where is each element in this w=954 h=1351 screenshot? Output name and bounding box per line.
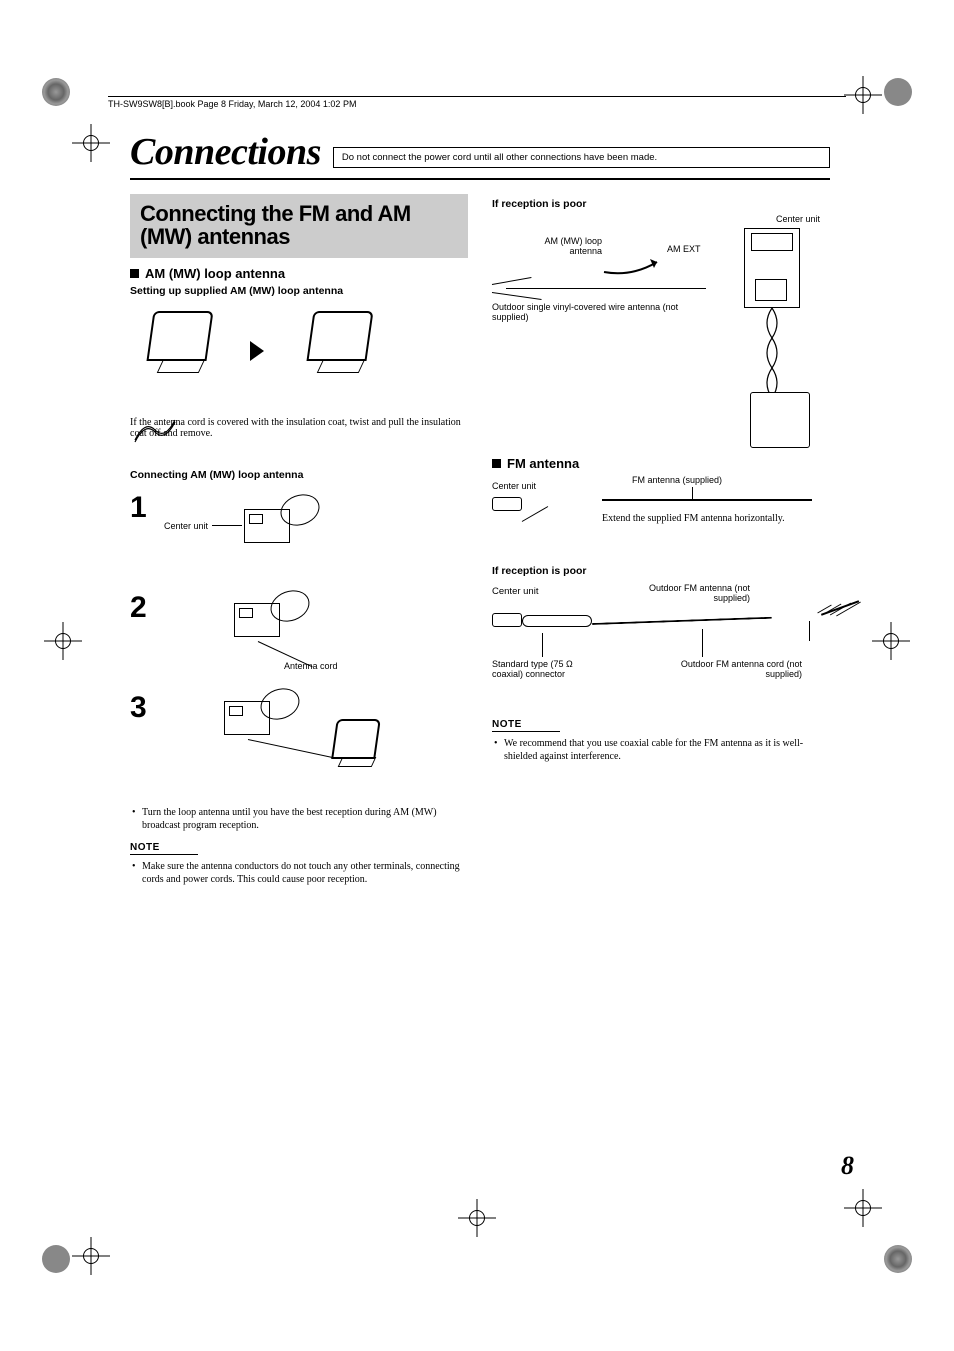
registration-mark xyxy=(50,628,76,654)
coax-plug-icon xyxy=(522,615,592,627)
note-heading: NOTE xyxy=(492,719,830,732)
note-heading: NOTE xyxy=(130,842,468,855)
subheading-am-loop: AM (MW) loop antenna xyxy=(130,266,468,281)
registration-mark xyxy=(878,628,904,654)
figure-am-poor-reception: Center unit AM (MW) loop antenna AM EXT … xyxy=(492,214,830,444)
step-number: 2 xyxy=(130,591,152,625)
crop-mark xyxy=(42,78,70,106)
figure-step-2: Antenna cord xyxy=(164,591,468,681)
connecting-heading: Connecting AM (MW) loop antenna xyxy=(130,469,468,481)
antenna-base-icon xyxy=(157,359,206,373)
figure-am-loop-setup xyxy=(130,301,468,411)
fm-connector-icon xyxy=(492,497,522,511)
label-outdoor-cord: Outdoor FM antenna cord (not supplied) xyxy=(642,659,802,679)
fm-antenna-wire-icon xyxy=(602,499,812,501)
label-center-unit: Center unit xyxy=(492,586,538,597)
registration-mark xyxy=(464,1205,490,1231)
figure-fm-supplied: Center unit FM antenna (supplied) Extend… xyxy=(492,475,830,555)
section-heading-box: Connecting the FM and AM (MW) antennas xyxy=(130,194,468,258)
fm-extend-note: Extend the supplied FM antenna horizonta… xyxy=(602,513,802,524)
label-center-unit: Center unit xyxy=(492,481,536,491)
note-body: Make sure the antenna conductors do not … xyxy=(130,861,468,886)
step-row: 2 Antenna cord xyxy=(130,591,468,681)
label-outdoor-wire: Outdoor single vinyl-covered wire antenn… xyxy=(492,302,702,322)
registration-mark xyxy=(78,130,104,156)
label-center-unit: Center unit xyxy=(164,521,208,531)
wire-twist-icon xyxy=(130,417,180,447)
step-number: 3 xyxy=(130,691,152,725)
note-body: We recommend that you use coaxial cable … xyxy=(492,738,830,763)
title-rule xyxy=(130,178,830,180)
warning-box: Do not connect the power cord until all … xyxy=(333,147,830,168)
label-am-loop: AM (MW) loop antenna xyxy=(522,236,602,256)
page-number: 8 xyxy=(841,1151,854,1181)
right-column: If reception is poor Center unit AM (MW)… xyxy=(492,194,830,886)
antenna-base-icon xyxy=(338,757,377,767)
label-center-unit: Center unit xyxy=(776,214,820,224)
loop-antenna-icon xyxy=(146,311,213,361)
figure-step-3 xyxy=(164,691,468,801)
fm-connector-icon xyxy=(492,613,522,627)
step-number: 1 xyxy=(130,491,152,525)
step-row: 1 Center unit xyxy=(130,491,468,581)
arrow-icon xyxy=(250,341,264,361)
arrow-icon xyxy=(602,242,722,282)
page-title: Connections xyxy=(130,130,321,174)
crop-mark xyxy=(884,1245,912,1273)
step-row: 3 xyxy=(130,691,468,801)
setup-heading: Setting up supplied AM (MW) loop antenna xyxy=(130,285,468,297)
poor-reception-heading: If reception is poor xyxy=(492,565,830,577)
subwoofer-icon xyxy=(750,392,810,448)
figure-fm-poor-reception: Outdoor FM antenna (not supplied) Standa… xyxy=(492,599,830,709)
loop-antenna-icon xyxy=(331,719,381,759)
label-outdoor-fm: Outdoor FM antenna (not supplied) xyxy=(640,583,750,603)
registration-mark xyxy=(78,1243,104,1269)
antenna-base-icon xyxy=(317,359,366,373)
crop-mark xyxy=(42,1245,70,1273)
cable-icon xyxy=(762,308,782,398)
registration-mark xyxy=(850,1195,876,1221)
subheading-fm: FM antenna xyxy=(492,456,830,471)
poor-reception-heading: If reception is poor xyxy=(492,198,830,210)
label-std-connector: Standard type (75 Ω coaxial) connector xyxy=(492,659,602,679)
crop-mark xyxy=(884,78,912,106)
page-content: Connections Do not connect the power cor… xyxy=(130,130,830,886)
figure-step-1: Center unit xyxy=(164,491,468,581)
loop-antenna-icon xyxy=(306,311,373,361)
label-antenna-cord: Antenna cord xyxy=(284,661,338,671)
section-title: Connecting the FM and AM (MW) antennas xyxy=(140,202,458,248)
insulation-note: If the antenna cord is covered with the … xyxy=(130,417,468,439)
bullet-turn-note: Turn the loop antenna until you have the… xyxy=(130,807,468,832)
label-fm-supplied: FM antenna (supplied) xyxy=(632,475,722,485)
registration-mark xyxy=(850,82,876,108)
doc-header-line: TH-SW9SW8[B].book Page 8 Friday, March 1… xyxy=(108,96,846,109)
center-unit-large-icon xyxy=(744,228,800,308)
left-column: Connecting the FM and AM (MW) antennas A… xyxy=(130,194,468,886)
